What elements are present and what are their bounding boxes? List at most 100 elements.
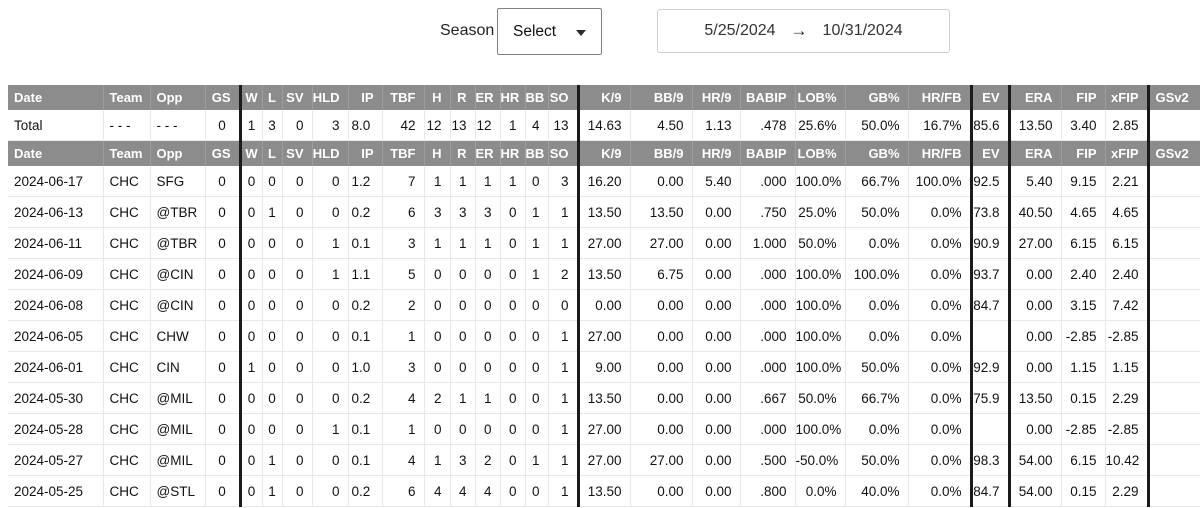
cell-xfip: 2.29	[1105, 382, 1149, 414]
column-header-hr-fb[interactable]: HR/FB	[908, 85, 972, 110]
column-header-tbf[interactable]: TBF	[382, 85, 425, 110]
cell-hr: 0	[500, 196, 526, 228]
cell-gb: 100.0%	[845, 258, 909, 290]
column-header-bb[interactable]: BB	[525, 85, 549, 110]
column-header-fip[interactable]: FIP	[1061, 85, 1106, 110]
cell-hr-9: 0.00	[692, 258, 741, 290]
cell-k-9: 0.00	[576, 289, 631, 321]
column-header-h[interactable]: H	[424, 85, 451, 110]
column-header-gb[interactable]: GB%	[845, 140, 909, 166]
cell-team: CHC	[103, 258, 151, 290]
column-header-hr-fb[interactable]: HR/FB	[908, 140, 972, 166]
column-header-l[interactable]: L	[262, 85, 283, 110]
column-header-ev[interactable]: EV	[969, 140, 1010, 166]
column-header-hr-9[interactable]: HR/9	[692, 85, 741, 110]
column-header-ip[interactable]: IP	[348, 85, 383, 110]
column-header-bb-9[interactable]: BB/9	[630, 85, 693, 110]
cell-xfip: 2.85	[1105, 110, 1149, 141]
game-log-table: Date Team Opp GS W L SV HLD IP TBF H R ER HR BB SO K/9 BB…	[8, 85, 1200, 507]
date-from-input[interactable]: 5/25/2024	[704, 22, 776, 39]
cell-ev: 73.8	[969, 196, 1010, 228]
cell-w: 0	[238, 413, 263, 445]
column-header-sv[interactable]: SV	[282, 140, 313, 166]
column-header-fip[interactable]: FIP	[1061, 140, 1106, 166]
column-header-hld[interactable]: HLD	[312, 140, 349, 166]
column-header-k-9[interactable]: K/9	[576, 140, 631, 166]
column-header-date[interactable]: Date	[8, 85, 104, 110]
cell-team: CHC	[103, 227, 151, 259]
column-header-gs[interactable]: GS	[205, 140, 241, 166]
cell-xfip: 7.42	[1105, 289, 1149, 321]
column-header-k-9[interactable]: K/9	[576, 85, 631, 110]
column-header-gb[interactable]: GB%	[845, 85, 909, 110]
cell-fip: -2.85	[1061, 413, 1106, 445]
column-header-xfip[interactable]: xFIP	[1105, 85, 1149, 110]
cell-ev: 93.7	[969, 258, 1010, 290]
column-header-xfip[interactable]: xFIP	[1105, 140, 1149, 166]
column-header-so[interactable]: SO	[548, 85, 579, 110]
cell-era: 5.40	[1007, 166, 1062, 197]
cell-xfip: 1.15	[1105, 351, 1149, 383]
cell-gs: 0	[205, 382, 241, 414]
column-header-babip[interactable]: BABIP	[740, 140, 796, 166]
cell-sv: 0	[282, 382, 313, 414]
cell-so: 1	[548, 382, 579, 414]
column-header-opp[interactable]: Opp	[150, 85, 206, 110]
column-header-team[interactable]: Team	[103, 85, 151, 110]
column-header-gsv2[interactable]: GSv2	[1146, 85, 1200, 110]
column-header-hr[interactable]: HR	[500, 140, 526, 166]
cell-date: 2024-06-13	[8, 196, 104, 228]
season-select-dropdown[interactable]: Select	[497, 8, 602, 55]
column-header-date[interactable]: Date	[8, 140, 104, 166]
column-header-h[interactable]: H	[424, 140, 451, 166]
cell-h: 3	[424, 196, 451, 228]
column-header-w[interactable]: W	[238, 85, 263, 110]
column-header-era[interactable]: ERA	[1007, 140, 1062, 166]
column-header-gs[interactable]: GS	[205, 85, 241, 110]
column-header-lob[interactable]: LOB%	[795, 140, 846, 166]
cell-sv: 0	[282, 413, 313, 445]
cell-er: 1	[475, 166, 501, 197]
column-header-l[interactable]: L	[262, 140, 283, 166]
cell-hld: 1	[312, 227, 349, 259]
column-header-hr[interactable]: HR	[500, 85, 526, 110]
column-header-hr-9[interactable]: HR/9	[692, 140, 741, 166]
cell-hr-9: 0.00	[692, 444, 741, 476]
column-header-w[interactable]: W	[238, 140, 263, 166]
column-header-gsv2[interactable]: GSv2	[1146, 140, 1200, 166]
column-header-babip[interactable]: BABIP	[740, 85, 796, 110]
column-header-hld[interactable]: HLD	[312, 85, 349, 110]
cell-hr-fb: 0.0%	[908, 320, 972, 352]
column-header-ev[interactable]: EV	[969, 85, 1010, 110]
cell-team: CHC	[103, 351, 151, 383]
cell-so: 1	[548, 444, 579, 476]
column-header-era[interactable]: ERA	[1007, 85, 1062, 110]
cell-sv: 0	[282, 258, 313, 290]
column-header-r[interactable]: R	[450, 85, 476, 110]
column-header-sv[interactable]: SV	[282, 85, 313, 110]
cell-er: 0	[475, 289, 501, 321]
column-header-opp[interactable]: Opp	[150, 140, 206, 166]
cell-team: CHC	[103, 475, 151, 507]
cell-so: 1	[548, 227, 579, 259]
cell-ev	[969, 413, 1010, 445]
column-header-so[interactable]: SO	[548, 140, 579, 166]
column-header-er[interactable]: ER	[475, 85, 501, 110]
column-header-er[interactable]: ER	[475, 140, 501, 166]
cell-gs: 0	[205, 110, 241, 141]
column-header-tbf[interactable]: TBF	[382, 140, 425, 166]
cell-bb-9: 0.00	[630, 351, 693, 383]
column-header-ip[interactable]: IP	[348, 140, 383, 166]
date-to-input[interactable]: 10/31/2024	[822, 22, 903, 39]
cell-team: CHC	[103, 196, 151, 228]
column-header-bb[interactable]: BB	[525, 140, 549, 166]
date-range-picker[interactable]: 5/25/2024 → 10/31/2024	[657, 9, 950, 53]
table-row: 2024-05-28 CHC @MIL 0 0 0 0 1 0.1 1 0 0 0 0 0 1 27.00 0.0…	[8, 413, 1200, 445]
cell-sv: 0	[282, 110, 313, 141]
cell-bb-9: 4.50	[630, 110, 693, 141]
column-header-team[interactable]: Team	[103, 140, 151, 166]
column-header-bb-9[interactable]: BB/9	[630, 140, 693, 166]
cell-hr-fb: 16.7%	[908, 110, 972, 141]
column-header-lob[interactable]: LOB%	[795, 85, 846, 110]
column-header-r[interactable]: R	[450, 140, 476, 166]
